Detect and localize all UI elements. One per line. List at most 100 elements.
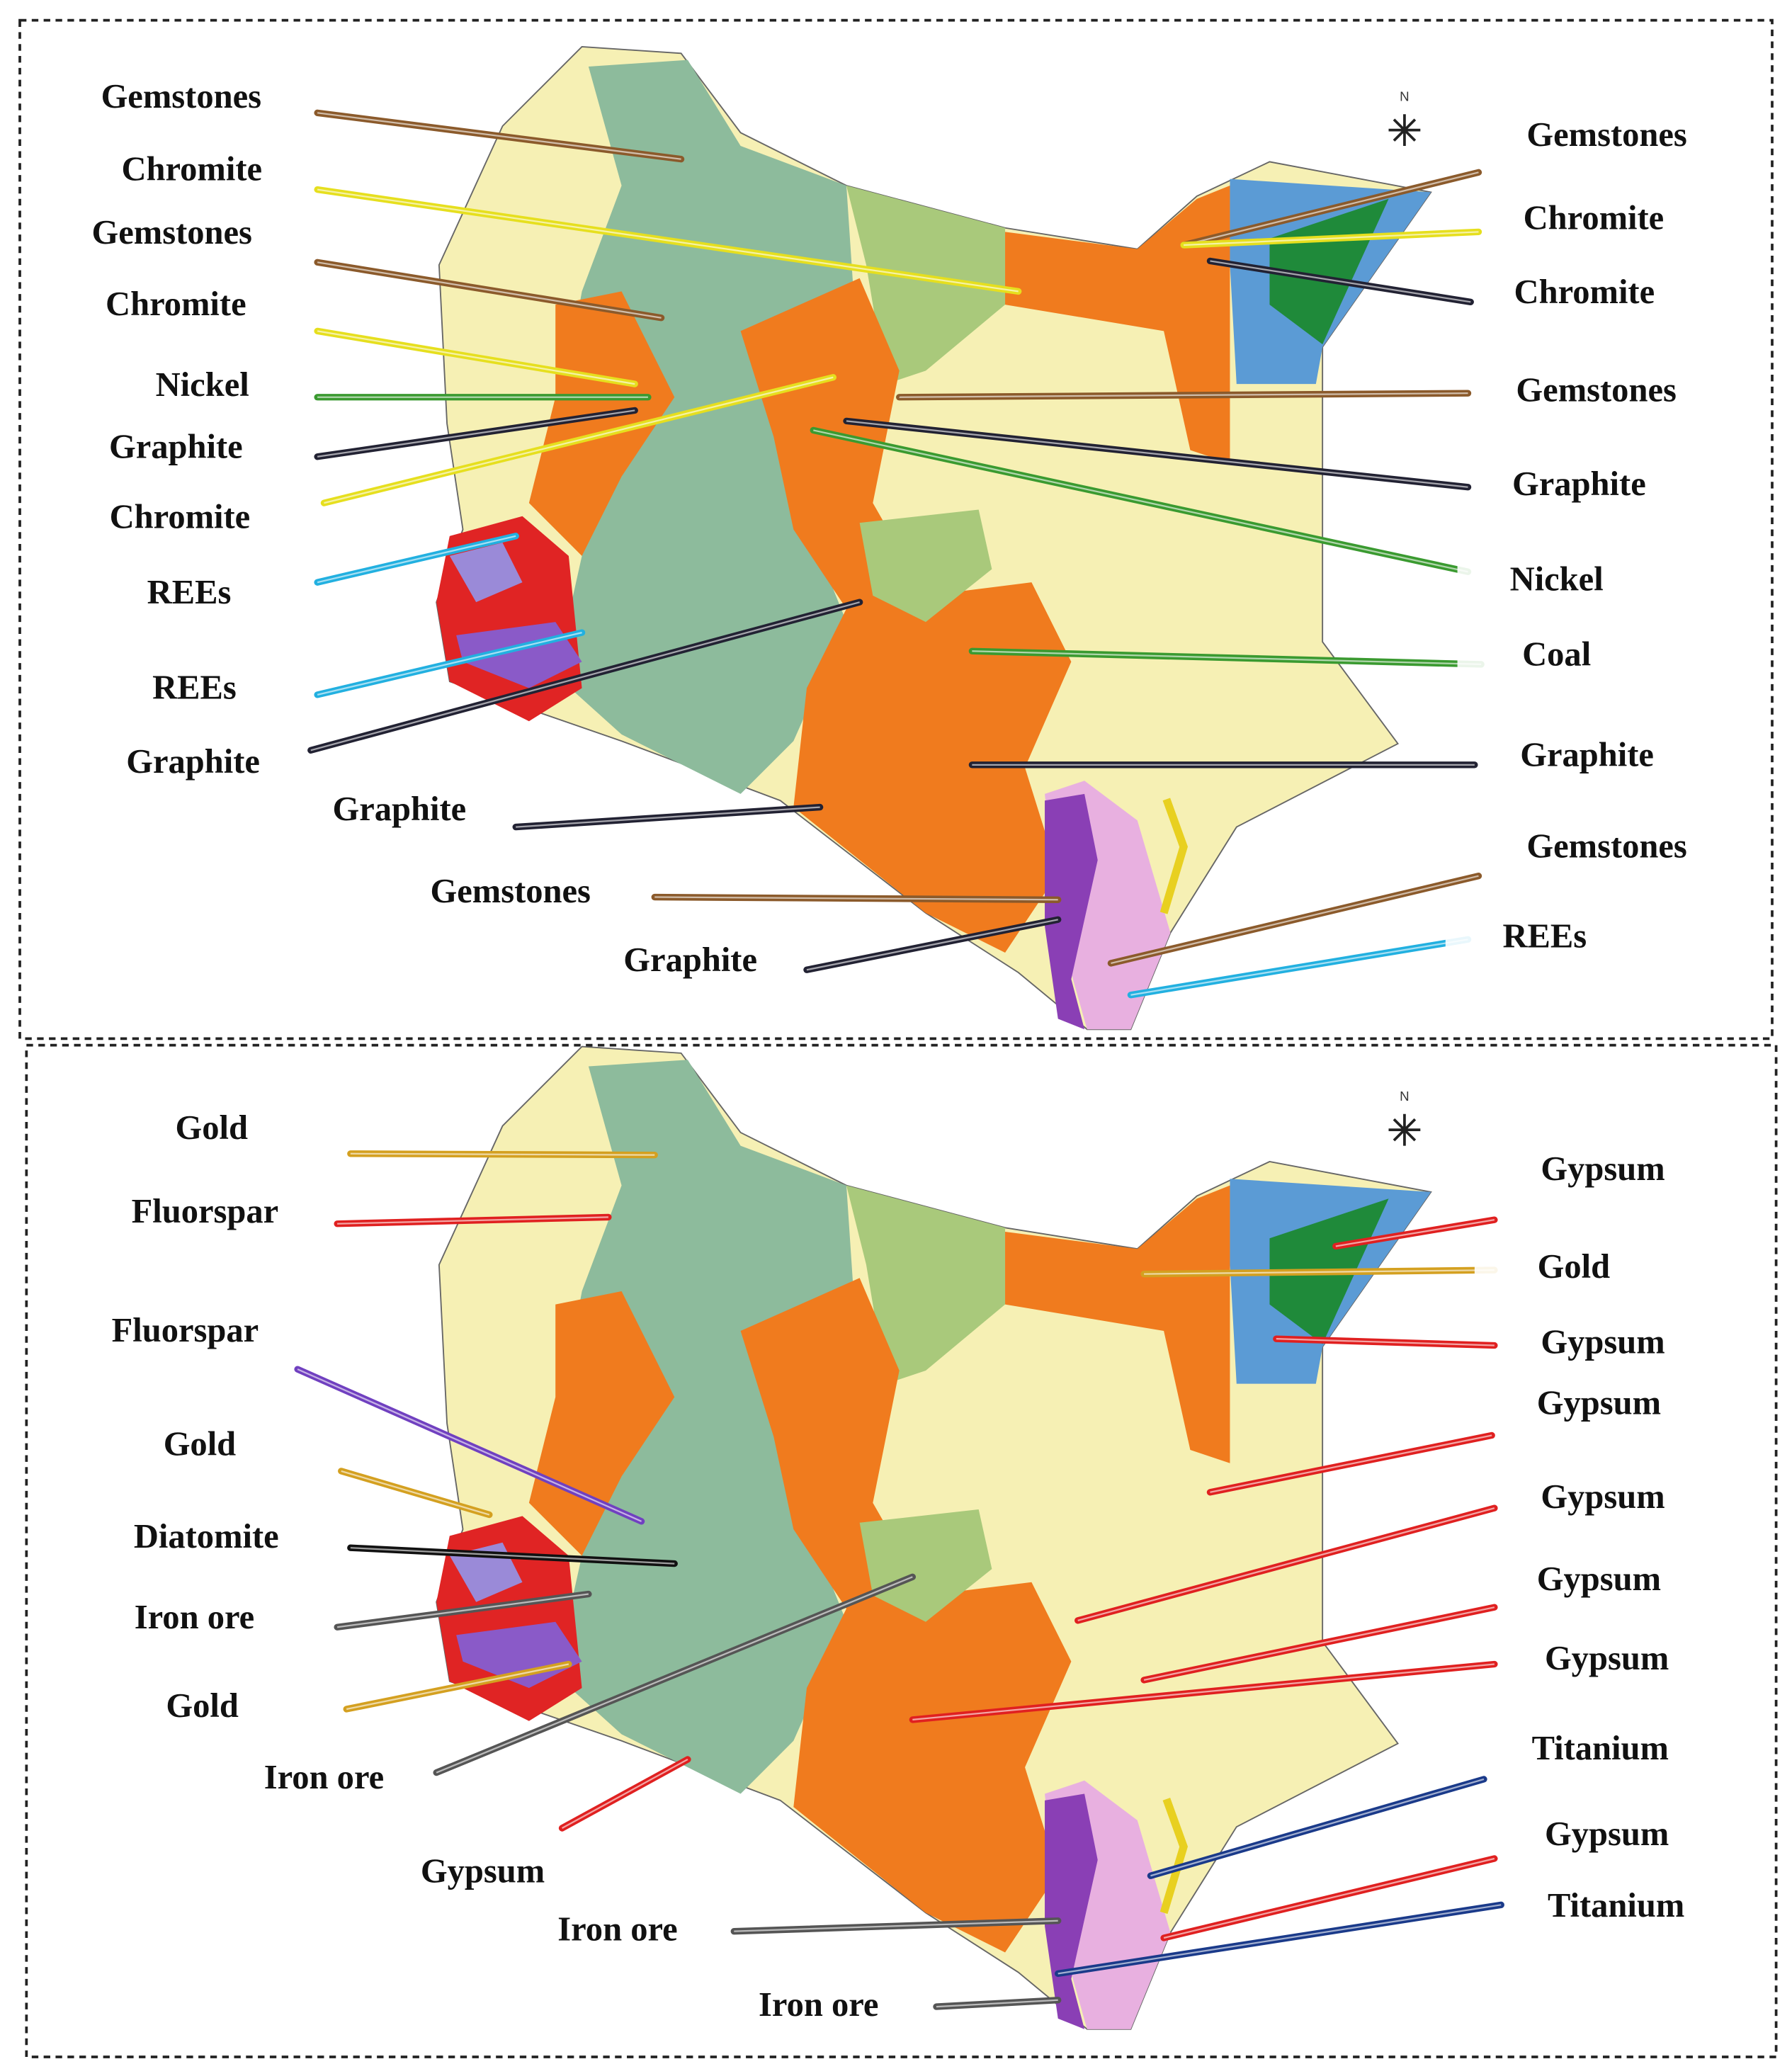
label-bg <box>80 497 279 543</box>
label-bg <box>1494 198 1693 244</box>
mineral-label: Gypsum <box>1537 1560 1661 1598</box>
label-bg <box>1507 1639 1706 1684</box>
label-bg <box>72 213 271 259</box>
leader-line-core <box>317 112 681 160</box>
leader-line-core <box>310 601 860 752</box>
mineral-label: Gold <box>175 1109 248 1147</box>
label-bg <box>95 668 294 714</box>
leader-line-core <box>1144 1269 1495 1275</box>
mineral-label: Graphite <box>126 743 260 781</box>
mineral-label: Gold <box>1538 1248 1610 1286</box>
leader-line-core <box>1210 1434 1492 1493</box>
mineral-label: Gypsum <box>1541 1324 1665 1361</box>
leader-line-core <box>317 632 582 696</box>
label-bg <box>1501 1728 1700 1774</box>
label-bg <box>86 1310 285 1356</box>
mineral-label: Gold <box>166 1687 239 1725</box>
label-bg <box>411 872 610 917</box>
mineral-label: Gemstones <box>1526 827 1686 865</box>
label-bg <box>92 149 291 195</box>
mineral-label: Gypsum <box>1541 1478 1665 1516</box>
label-bg <box>1503 1478 1703 1523</box>
label-bg <box>1503 1150 1703 1195</box>
label-bg <box>95 1598 294 1643</box>
leader-line-core <box>436 1576 913 1774</box>
label-bg <box>1497 370 1696 416</box>
label-bg <box>383 1852 582 1898</box>
mineral-label: Gypsum <box>1537 1385 1661 1422</box>
label-bg <box>1487 735 1686 781</box>
leader-line-core <box>516 806 820 828</box>
mineral-label: Chromite <box>110 499 251 536</box>
leader-line-core <box>899 392 1468 398</box>
mineral-label: Gemstones <box>1526 116 1686 154</box>
mineral-label: Iron ore <box>264 1759 384 1796</box>
mineral-label: REEs <box>1502 917 1587 955</box>
label-bg <box>1507 1815 1706 1860</box>
label-bg <box>1457 560 1656 605</box>
mineral-label: Titanium <box>1548 1887 1684 1924</box>
map <box>436 1047 1431 2029</box>
leader-line-core <box>341 1470 490 1516</box>
leader-line-core <box>317 261 662 319</box>
mineral-label: Gypsum <box>421 1853 545 1890</box>
label-bg <box>1457 635 1656 681</box>
label-bg <box>112 1108 311 1154</box>
leader-line-core <box>324 376 834 504</box>
mineral-label: Iron ore <box>759 1986 878 2024</box>
mineral-label: Diatomite <box>134 1518 279 1555</box>
leader-line-core <box>350 1152 655 1156</box>
mineral-label: Chromite <box>106 285 246 323</box>
label-bg <box>1485 273 1684 318</box>
leader-line-core <box>350 1547 675 1565</box>
label-bg <box>300 790 499 835</box>
leader-line-core <box>337 1216 608 1225</box>
leader-line-core <box>912 1663 1495 1721</box>
leader-line-core <box>562 1758 688 1830</box>
label-bg <box>103 1686 302 1732</box>
leader-line-core <box>1057 1904 1502 1975</box>
mineral-label: Coal <box>1522 636 1591 674</box>
mineral-label: Chromite <box>121 150 262 188</box>
label-bg <box>103 365 302 411</box>
label-bg <box>1507 115 1706 161</box>
label-bg <box>1480 464 1679 510</box>
compass-label: N <box>1400 89 1409 104</box>
mineral-label: Gemstones <box>92 214 252 251</box>
leader-line-core <box>317 188 1019 293</box>
mineral-label: Titanium <box>1532 1730 1669 1767</box>
leader-line-core <box>1210 260 1471 303</box>
leader-line-core <box>846 420 1468 488</box>
label-bg <box>100 1424 299 1470</box>
leader-line-core <box>1335 1219 1495 1247</box>
mineral-label: Gemstones <box>101 78 261 115</box>
leader-line-core <box>317 330 635 385</box>
mineral-label: Nickel <box>1510 560 1604 598</box>
mineral-label: Iron ore <box>557 1911 677 1949</box>
label-bg <box>1499 1383 1699 1429</box>
mineral-label: Graphite <box>1512 465 1646 503</box>
label-bg <box>76 427 276 473</box>
label-bg <box>76 285 276 330</box>
mineral-label: Gold <box>164 1425 237 1463</box>
label-bg <box>93 742 293 788</box>
leader-line-core <box>1143 1606 1495 1682</box>
mineral-label: REEs <box>147 574 232 611</box>
mineral-label: Gemstones <box>430 873 590 910</box>
leader-line-core <box>336 1593 589 1628</box>
leader-line-core <box>1130 939 1468 996</box>
mineral-label: Graphite <box>333 790 467 828</box>
leader-line-core <box>1111 875 1479 964</box>
leader-line-core <box>734 1920 1058 1932</box>
leader-line-core <box>317 535 516 584</box>
mineral-label: Graphite <box>1520 737 1654 774</box>
compass-label: N <box>1400 1089 1409 1104</box>
mineral-label: Graphite <box>623 941 757 979</box>
leader-line-core <box>1163 1857 1495 1939</box>
leader-line-core <box>1077 1507 1495 1621</box>
label-bg <box>1474 1247 1673 1293</box>
leader-line-core <box>297 1368 642 1522</box>
label-bg <box>518 1910 717 1956</box>
mineral-label: Graphite <box>109 429 243 466</box>
